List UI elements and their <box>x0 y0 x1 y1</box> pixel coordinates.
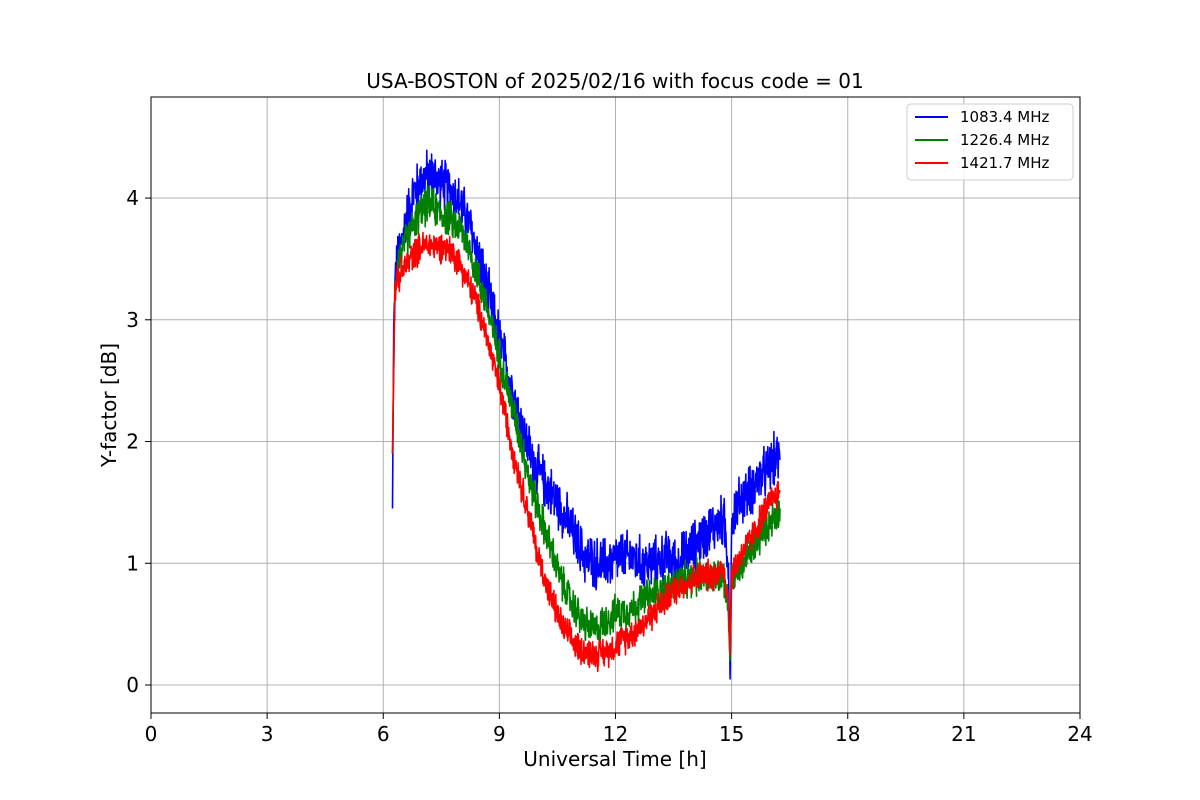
legend-label-1083: 1083.4 MHz <box>960 108 1049 126</box>
y-tick-label: 4 <box>126 186 139 210</box>
x-axis-label: Universal Time [h] <box>523 747 706 771</box>
series-lines <box>391 149 781 680</box>
legend-label-1226: 1226.4 MHz <box>960 131 1049 149</box>
legend-box <box>906 103 1074 181</box>
y-tick-label: 2 <box>126 430 139 454</box>
y-axis-label: Y-factor [dB] <box>97 343 121 468</box>
x-axis-ticks: 0 3 6 9 12 15 18 21 24 <box>145 713 1093 746</box>
series-line-12264 <box>391 184 781 662</box>
series-line-14217 <box>391 231 781 673</box>
x-tick-label: 18 <box>835 722 860 746</box>
x-tick-label: 24 <box>1067 722 1092 746</box>
x-tick-label: 6 <box>377 722 390 746</box>
y-axis-ticks: 0 1 2 3 4 <box>126 186 151 697</box>
series-line-10834 <box>391 149 781 680</box>
y-tick-label: 1 <box>126 551 139 575</box>
x-tick-label: 12 <box>603 722 628 746</box>
chart-title: USA-BOSTON of 2025/02/16 with focus code… <box>366 69 863 93</box>
y-tick-label: 0 <box>126 673 139 697</box>
x-tick-label: 9 <box>493 722 506 746</box>
y-tick-label: 3 <box>126 308 139 332</box>
x-tick-label: 21 <box>951 722 976 746</box>
x-tick-label: 15 <box>719 722 744 746</box>
x-tick-label: 3 <box>261 722 274 746</box>
legend: 1083.4 MHz 1226.4 MHz 1421.7 MHz <box>906 103 1074 181</box>
legend-label-1421: 1421.7 MHz <box>960 154 1049 172</box>
x-tick-label: 0 <box>145 722 158 746</box>
